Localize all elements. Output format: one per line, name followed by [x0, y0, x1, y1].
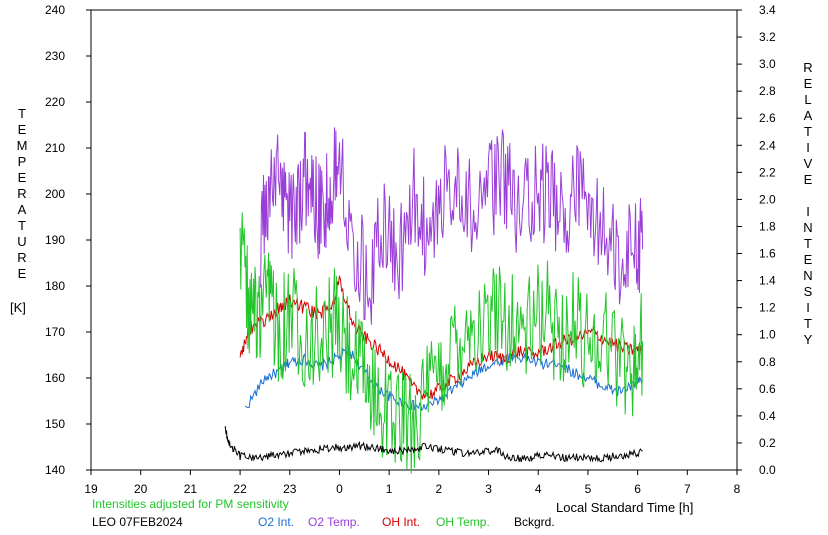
- legend-item-bckgrd-: Bckgrd.: [514, 515, 555, 529]
- right-tick-label: 3.2: [759, 30, 776, 44]
- right-tick-label: 2.2: [759, 165, 776, 179]
- legend-item-oh-temp-: OH Temp.: [436, 515, 490, 529]
- left-tick-label: 190: [45, 233, 65, 247]
- right-tick-label: 2.8: [759, 84, 776, 98]
- right-tick-label: 0.2: [759, 436, 776, 450]
- x-tick-label: 3: [485, 482, 492, 496]
- left-tick-label: 180: [45, 279, 65, 293]
- x-axis-label: Local Standard Time [h]: [556, 500, 694, 515]
- right-tick-label: 1.6: [759, 247, 776, 261]
- x-tick-label: 7: [684, 482, 691, 496]
- x-axis-ticks: 19 20 21 22 23 0 1 2 3 4 5 6 7 8: [84, 470, 741, 496]
- left-tick-label: 230: [45, 49, 65, 63]
- right-tick-label: 0.8: [759, 355, 776, 369]
- x-tick-label: 19: [84, 482, 98, 496]
- x-tick-label: 22: [233, 482, 247, 496]
- left-tick-label: 140: [45, 463, 65, 477]
- legend-item-o2-temp-: O2 Temp.: [308, 515, 360, 529]
- series-line-oh-int-: [239, 274, 644, 400]
- right-tick-label: 2.0: [759, 192, 776, 206]
- left-tick-label: 240: [45, 3, 65, 17]
- x-tick-label: 23: [283, 482, 297, 496]
- left-tick-label: 160: [45, 371, 65, 385]
- left-tick-label: 220: [45, 95, 65, 109]
- series-line-o2-int-: [244, 344, 643, 412]
- right-tick-label: 1.8: [759, 219, 776, 233]
- left-axis-label: T E M P E R A T U R E: [16, 106, 28, 281]
- right-axis-label: R E L A T I V E I N T E N S I T Y: [803, 60, 813, 347]
- left-axis-unit: [K]: [10, 300, 26, 315]
- station-date-label: LEO 07FEB2024: [92, 515, 183, 529]
- right-tick-label: 1.0: [759, 328, 776, 342]
- x-tick-label: 8: [734, 482, 741, 496]
- x-tick-label: 4: [535, 482, 542, 496]
- legend-item-oh-int-: OH Int.: [382, 515, 421, 529]
- left-axis-ticks: 140 150 160 170 180 190 200 210 220 230 240: [45, 3, 91, 477]
- x-tick-label: 21: [184, 482, 198, 496]
- legend-item-o2-int-: O2 Int.: [258, 515, 295, 529]
- x-tick-label: 5: [585, 482, 592, 496]
- x-tick-label: 2: [436, 482, 443, 496]
- series-layer: [224, 127, 644, 474]
- right-tick-label: 1.4: [759, 274, 776, 288]
- x-tick-label: 0: [336, 482, 343, 496]
- right-tick-label: 0.4: [759, 409, 776, 423]
- right-tick-label: 3.4: [759, 3, 776, 17]
- x-tick-label: 20: [134, 482, 148, 496]
- right-tick-label: 2.4: [759, 138, 776, 152]
- right-tick-label: 2.6: [759, 111, 776, 125]
- right-tick-label: 0.6: [759, 382, 776, 396]
- series-line-oh-temp-: [239, 212, 644, 474]
- right-tick-label: 1.2: [759, 301, 776, 315]
- left-tick-label: 170: [45, 325, 65, 339]
- left-tick-label: 150: [45, 417, 65, 431]
- right-tick-label: 3.0: [759, 57, 776, 71]
- right-tick-label: 0.0: [759, 463, 776, 477]
- left-tick-label: 210: [45, 141, 65, 155]
- right-axis-ticks: 0.0 0.2 0.4 0.6 0.8 1.0 1.2 1.4 1.6 1.8 2.0 2.2 2.4 2…: [737, 3, 776, 477]
- series-line-bckgrd-: [224, 426, 643, 463]
- series-line-o2-temp-: [259, 127, 644, 325]
- x-tick-label: 1: [386, 482, 393, 496]
- left-tick-label: 200: [45, 187, 65, 201]
- x-tick-label: 6: [634, 482, 641, 496]
- pm-sensitivity-note: Intensities adjusted for PM sensitivity: [92, 497, 289, 511]
